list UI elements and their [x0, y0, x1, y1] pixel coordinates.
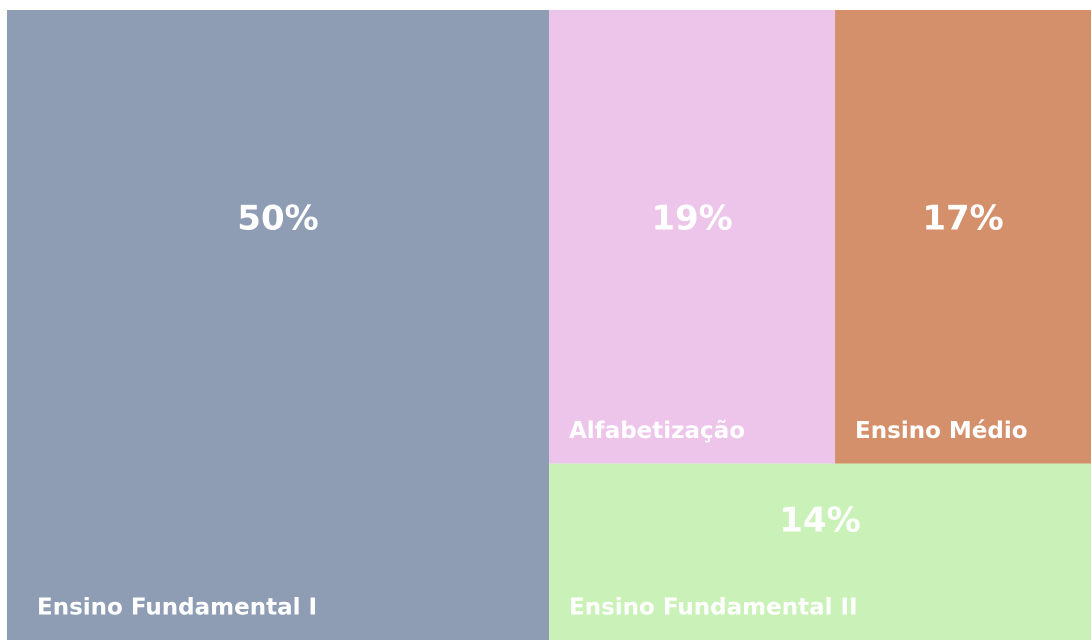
category-label: Ensino Médio: [855, 418, 1027, 444]
tile: [549, 10, 836, 464]
value-label: 17%: [922, 199, 1003, 239]
category-label: Alfabetização: [569, 418, 745, 444]
value-label: 19%: [651, 199, 732, 239]
category-label: Ensino Fundamental II: [569, 595, 858, 621]
category-label: Ensino Fundamental I: [37, 595, 317, 621]
tile: [7, 10, 549, 640]
value-label: 14%: [779, 500, 860, 540]
value-label: 50%: [237, 199, 318, 239]
tile: [549, 463, 1091, 640]
tile: [835, 10, 1091, 464]
